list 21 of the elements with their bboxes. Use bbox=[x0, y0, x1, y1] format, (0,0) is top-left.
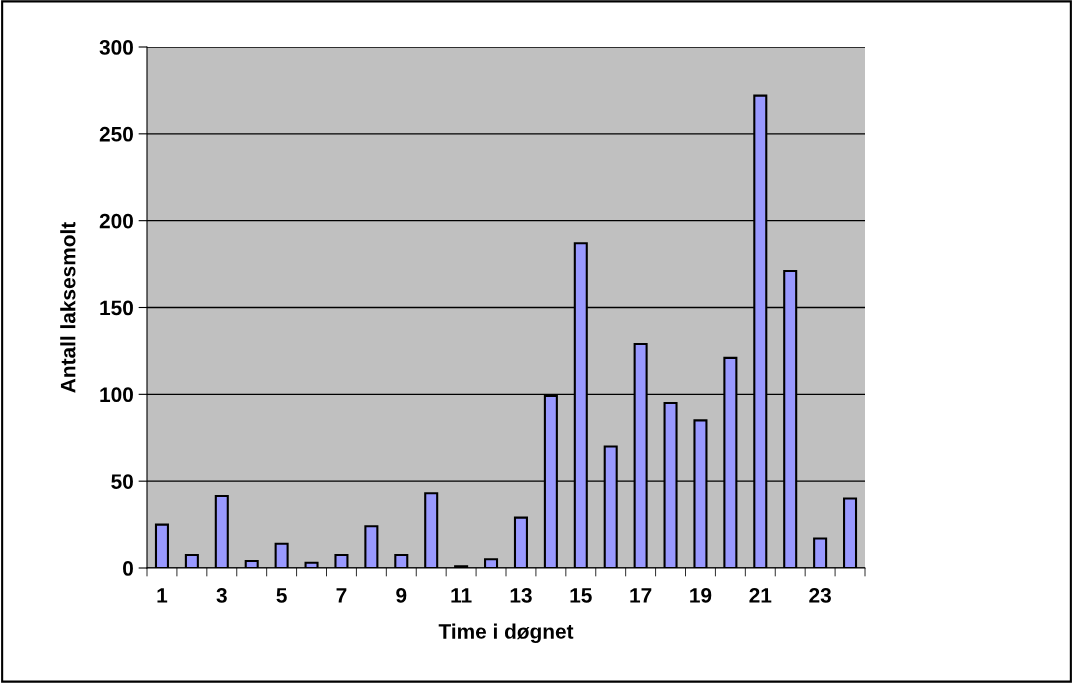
x-tick-label: 3 bbox=[216, 587, 227, 603]
y-tick-label: 300 bbox=[99, 40, 133, 55]
x-tick-label: 15 bbox=[570, 588, 592, 603]
x-tick-label: 17 bbox=[630, 588, 652, 603]
x-tick-label: 7 bbox=[336, 588, 347, 603]
x-tick-label: 11 bbox=[451, 588, 472, 603]
x-tick-label: 13 bbox=[510, 587, 532, 603]
x-tick-label: 23 bbox=[809, 587, 831, 603]
x-tick-label: 19 bbox=[690, 587, 712, 603]
y-tick-label: 100 bbox=[100, 387, 133, 403]
y-axis-title: Antall laksesmolt bbox=[60, 222, 76, 393]
x-axis-title: Time i døgnet bbox=[438, 623, 574, 644]
y-tick-label: 250 bbox=[99, 126, 133, 142]
x-tick-label: 21 bbox=[749, 587, 772, 603]
y-tick-label: 200 bbox=[99, 213, 133, 229]
x-tick-label: 1 bbox=[157, 588, 168, 603]
y-tick-label: 50 bbox=[111, 474, 133, 489]
x-tick-label: 9 bbox=[396, 587, 407, 603]
x-tick-label: 5 bbox=[276, 588, 287, 603]
y-tick-label: 150 bbox=[100, 300, 133, 316]
y-tick-label: 0 bbox=[123, 561, 133, 576]
